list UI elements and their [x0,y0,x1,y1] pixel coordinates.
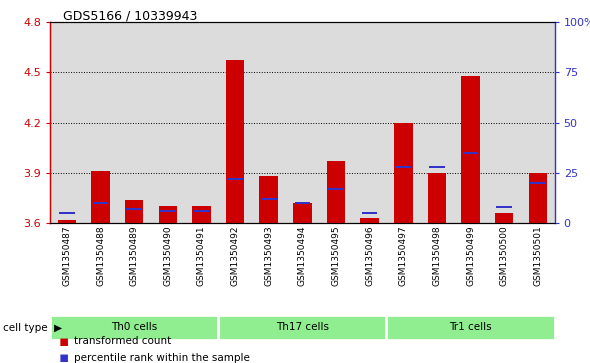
Bar [192,207,211,223]
Bar [93,202,109,204]
Bar [125,200,143,223]
Bar [395,166,411,168]
Text: ▪: ▪ [59,334,70,349]
Bar [362,212,378,214]
Text: GSM1350489: GSM1350489 [130,225,139,286]
Text: GSM1350498: GSM1350498 [432,225,441,286]
Bar [91,171,110,223]
Text: ▪: ▪ [59,350,70,363]
Bar [294,202,310,204]
Text: GSM1350492: GSM1350492 [231,225,240,286]
Text: GSM1350490: GSM1350490 [163,225,172,286]
Text: GSM1350491: GSM1350491 [197,225,206,286]
Bar [58,220,76,223]
Text: percentile rank within the sample: percentile rank within the sample [74,352,250,363]
Bar [226,60,244,223]
Bar [496,206,512,208]
Bar [160,210,176,212]
Bar [126,208,142,210]
Text: GDS5166 / 10339943: GDS5166 / 10339943 [63,9,197,22]
Bar [327,161,345,223]
Bar [293,203,312,223]
Text: GSM1350500: GSM1350500 [500,225,509,286]
Bar [159,207,177,223]
Bar [261,198,277,200]
Text: GSM1350496: GSM1350496 [365,225,374,286]
Text: cell type  ▶: cell type ▶ [3,323,62,333]
Bar [360,218,379,223]
Bar [463,152,478,154]
Text: GSM1350487: GSM1350487 [63,225,71,286]
Text: GSM1350495: GSM1350495 [332,225,340,286]
Text: GSM1350493: GSM1350493 [264,225,273,286]
Bar [394,122,412,223]
Text: GSM1350497: GSM1350497 [399,225,408,286]
Text: Tr1 cells: Tr1 cells [449,322,492,332]
Text: GSM1350499: GSM1350499 [466,225,475,286]
Text: Th0 cells: Th0 cells [111,322,158,332]
Bar [429,166,445,168]
Bar [428,173,446,223]
Bar [59,212,75,214]
Text: transformed count: transformed count [74,336,171,346]
Text: GSM1350501: GSM1350501 [533,225,542,286]
Bar [386,315,555,340]
Bar [328,188,344,190]
Bar [227,178,243,180]
Bar [529,173,547,223]
Text: GSM1350494: GSM1350494 [298,225,307,286]
Text: GSM1350488: GSM1350488 [96,225,105,286]
Bar [218,315,386,340]
Bar [194,210,209,212]
Bar [530,182,546,184]
Bar [495,213,513,223]
Bar [50,315,218,340]
Text: Th17 cells: Th17 cells [276,322,329,332]
Bar [260,176,278,223]
Bar [461,76,480,223]
